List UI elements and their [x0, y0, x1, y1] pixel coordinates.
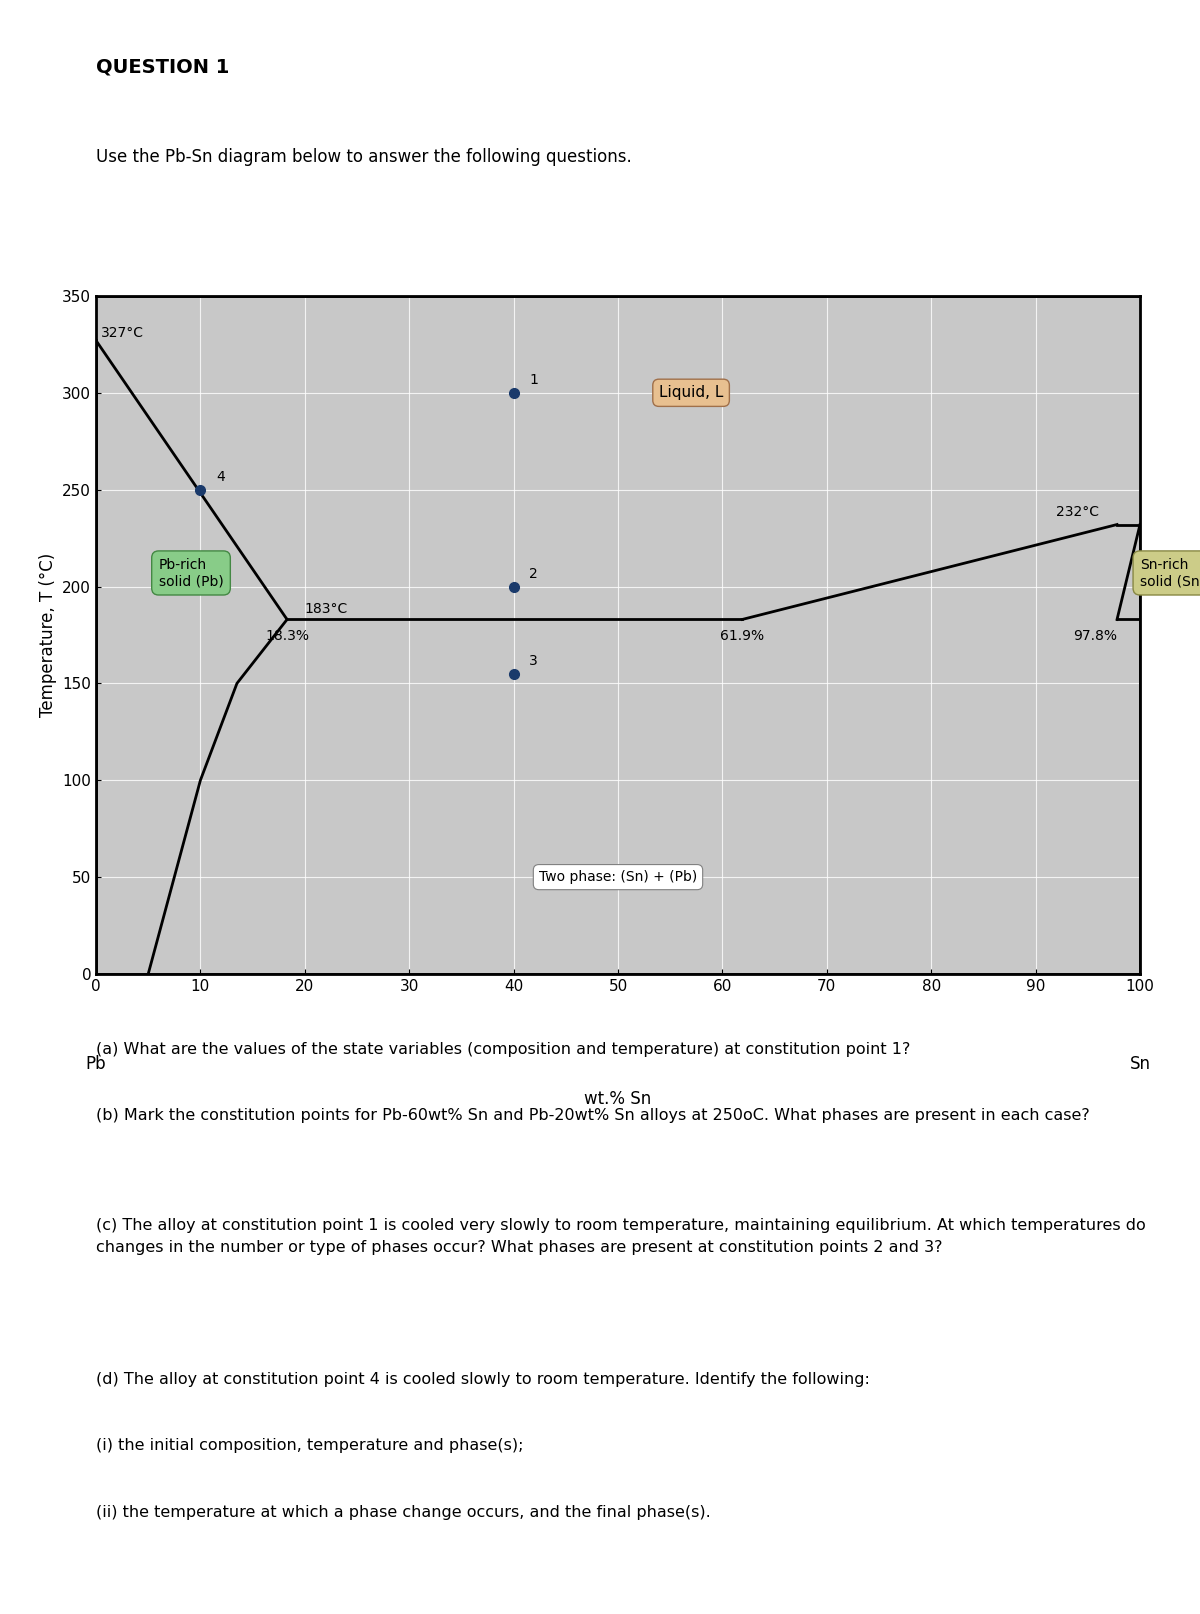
Text: 18.3%: 18.3% [265, 629, 310, 642]
Text: (ii) the temperature at which a phase change occurs, and the final phase(s).: (ii) the temperature at which a phase ch… [96, 1504, 710, 1520]
Text: (c) The alloy at constitution point 1 is cooled very slowly to room temperature,: (c) The alloy at constitution point 1 is… [96, 1219, 1146, 1256]
Text: 2: 2 [529, 567, 538, 581]
Text: Sn: Sn [1129, 1056, 1151, 1073]
Y-axis label: Temperature, T (°C): Temperature, T (°C) [38, 554, 56, 717]
Text: (b) Mark the constitution points for Pb-60wt% Sn and Pb-20wt% Sn alloys at 250oC: (b) Mark the constitution points for Pb-… [96, 1107, 1090, 1123]
Text: 1: 1 [529, 373, 538, 387]
Text: 4: 4 [216, 470, 224, 484]
Text: (d) The alloy at constitution point 4 is cooled slowly to room temperature. Iden: (d) The alloy at constitution point 4 is… [96, 1372, 870, 1388]
Text: 3: 3 [529, 654, 538, 668]
Text: (i) the initial composition, temperature and phase(s);: (i) the initial composition, temperature… [96, 1438, 523, 1454]
Text: Two phase: (Sn) + (Pb): Two phase: (Sn) + (Pb) [539, 870, 697, 884]
Text: Pb-rich
solid (Pb): Pb-rich solid (Pb) [158, 558, 223, 587]
Text: Sn-rich
solid (Sn): Sn-rich solid (Sn) [1140, 558, 1200, 587]
Text: wt.% Sn: wt.% Sn [584, 1089, 652, 1109]
Text: 183°C: 183°C [305, 602, 348, 615]
Text: Liquid, L: Liquid, L [659, 386, 724, 400]
Text: 97.8%: 97.8% [1073, 629, 1117, 642]
Text: Use the Pb-Sn diagram below to answer the following questions.: Use the Pb-Sn diagram below to answer th… [96, 147, 631, 166]
Text: (a) What are the values of the state variables (composition and temperature) at : (a) What are the values of the state var… [96, 1041, 911, 1057]
Text: 232°C: 232°C [1056, 505, 1099, 518]
Text: 61.9%: 61.9% [720, 629, 764, 642]
Text: Pb: Pb [85, 1056, 107, 1073]
Text: 327°C: 327°C [101, 326, 144, 341]
Text: QUESTION 1: QUESTION 1 [96, 58, 229, 77]
